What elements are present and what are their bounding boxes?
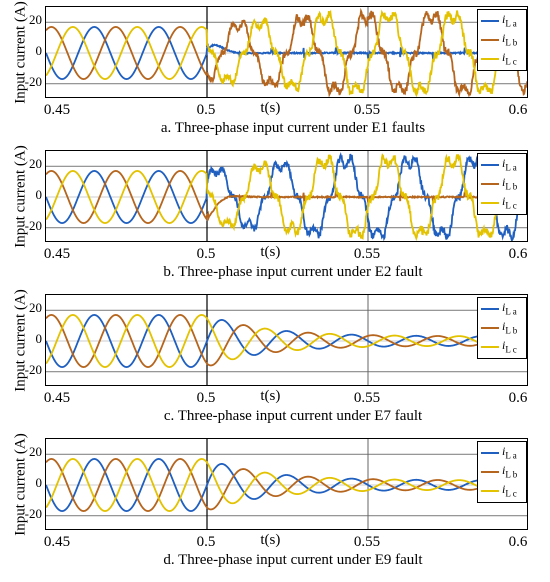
x-tick-label: 0.45 <box>43 102 71 118</box>
legend-swatch <box>481 308 499 310</box>
chart-caption: b. Three-phase input current under E2 fa… <box>163 264 423 280</box>
legend: iL a iL b iL c <box>477 9 527 71</box>
legend-item: iL b <box>481 463 527 480</box>
chart-panel: Input current (A) iL a iL b iL c 20 0 -20 0.45 0… <box>0 433 550 582</box>
waveform-svg <box>46 7 527 97</box>
legend-swatch <box>481 346 499 348</box>
legend-item: iL a <box>481 12 527 29</box>
x-axis-label: t(s) <box>260 388 281 404</box>
y-tick-label: 0 <box>35 475 43 490</box>
x-tick-label: 0.45 <box>43 534 71 550</box>
series-line-iLc <box>46 314 527 368</box>
legend: iL a iL b iL c <box>477 297 527 359</box>
x-tick-label: 0.6 <box>508 246 528 262</box>
series-line-iLa <box>46 314 527 368</box>
series-line-iLc <box>46 9 527 97</box>
x-tick-label: 0.5 <box>196 390 216 406</box>
x-axis-label: t(s) <box>260 244 281 260</box>
y-tick-label: 0 <box>35 43 43 58</box>
x-tick-label: 0.55 <box>353 246 381 262</box>
legend-label: iL c <box>502 338 517 355</box>
x-tick-label: 0.55 <box>353 390 381 406</box>
legend-item: iL c <box>481 338 527 355</box>
y-tick-label: -20 <box>24 361 42 377</box>
series-line-iLa <box>46 458 527 512</box>
legend-label: iL a <box>502 156 517 173</box>
legend-swatch <box>481 327 499 329</box>
legend-swatch <box>481 202 499 204</box>
x-tick-label: 0.45 <box>43 390 71 406</box>
chart-panel: Input current (A) iL a iL b iL c 20 0 -20 0.45 0… <box>0 145 550 294</box>
legend: iL a iL b iL c <box>477 441 527 503</box>
y-tick-label: 20 <box>29 444 42 460</box>
legend-item: iL b <box>481 31 527 48</box>
x-tick-label: 0.6 <box>508 534 528 550</box>
legend-swatch <box>481 164 499 166</box>
legend-label: iL c <box>502 50 517 67</box>
chart-panel: Input current (A) iL a iL b iL c 20 0 -20 0.45 0… <box>0 289 550 438</box>
legend-swatch <box>481 452 499 454</box>
legend-swatch <box>481 490 499 492</box>
legend-swatch <box>481 183 499 185</box>
legend-label: iL a <box>502 12 517 29</box>
chart-caption: c. Three-phase input current under E7 fa… <box>163 408 423 424</box>
y-tick-label: 20 <box>29 300 42 316</box>
x-tick-label: 0.6 <box>508 102 528 118</box>
legend-item: iL a <box>481 300 527 317</box>
x-tick-label: 0.5 <box>196 534 216 550</box>
series-line-iLc <box>46 153 527 241</box>
series-line-iLc <box>46 458 527 512</box>
x-axis-label: t(s) <box>260 532 281 548</box>
chart-caption: d. Three-phase input current under E9 fa… <box>163 552 423 568</box>
waveform-svg <box>46 295 527 385</box>
legend-label: iL c <box>502 194 517 211</box>
legend-swatch <box>481 58 499 60</box>
legend-label: iL a <box>502 444 517 461</box>
legend-label: iL b <box>502 175 518 192</box>
series-line-iLa <box>46 152 527 241</box>
x-axis-label: t(s) <box>260 100 281 116</box>
plot-area: iL a iL b iL c <box>45 294 528 386</box>
y-tick-label: -20 <box>24 73 42 89</box>
x-tick-label: 0.45 <box>43 246 71 262</box>
legend-item: iL b <box>481 175 527 192</box>
y-tick-label: -20 <box>24 505 42 521</box>
legend-label: iL b <box>502 31 518 48</box>
plot-area: iL a iL b iL c <box>45 438 528 530</box>
y-tick-label: -20 <box>24 217 42 233</box>
legend-label: iL a <box>502 300 517 317</box>
y-tick-label: 0 <box>35 331 43 346</box>
legend-item: iL c <box>481 194 527 211</box>
legend-item: iL a <box>481 444 527 461</box>
legend-item: iL a <box>481 156 527 173</box>
waveform-svg <box>46 439 527 529</box>
legend-item: iL c <box>481 482 527 499</box>
x-tick-label: 0.5 <box>196 102 216 118</box>
x-tick-label: 0.6 <box>508 390 528 406</box>
waveform-svg <box>46 151 527 241</box>
legend-item: iL b <box>481 319 527 336</box>
plot-area: iL a iL b iL c <box>45 6 528 98</box>
legend-swatch <box>481 471 499 473</box>
plot-area: iL a iL b iL c <box>45 150 528 242</box>
legend-swatch <box>481 20 499 22</box>
legend-label: iL b <box>502 319 518 336</box>
x-tick-label: 0.55 <box>353 534 381 550</box>
chart-panel: Input current (A) iL a iL b iL c 20 0 -20 0.45 0… <box>0 1 550 150</box>
chart-caption: a. Three-phase input current under E1 fa… <box>160 120 426 136</box>
legend-label: iL b <box>502 463 518 480</box>
x-tick-label: 0.55 <box>353 102 381 118</box>
legend-swatch <box>481 39 499 41</box>
y-tick-label: 0 <box>35 187 43 202</box>
x-tick-label: 0.5 <box>196 246 216 262</box>
y-tick-label: 20 <box>29 12 42 28</box>
legend-item: iL c <box>481 50 527 67</box>
legend-label: iL c <box>502 482 517 499</box>
y-tick-label: 20 <box>29 156 42 172</box>
legend: iL a iL b iL c <box>477 153 527 215</box>
